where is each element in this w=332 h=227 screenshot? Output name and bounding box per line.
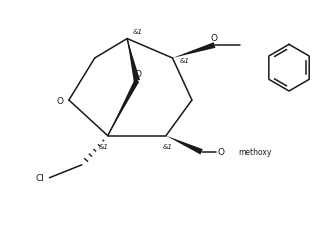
Polygon shape [173, 43, 215, 59]
Text: O: O [217, 148, 224, 157]
Text: &1: &1 [163, 143, 173, 149]
Polygon shape [108, 80, 139, 136]
Polygon shape [166, 136, 203, 155]
Text: &1: &1 [133, 29, 143, 35]
Polygon shape [127, 39, 140, 82]
Text: O: O [210, 34, 217, 43]
Text: &1: &1 [99, 143, 109, 149]
Text: Cl: Cl [36, 173, 45, 183]
Text: methoxy: methoxy [238, 148, 271, 157]
Text: O: O [56, 96, 63, 105]
Text: &1: &1 [180, 57, 190, 63]
Text: O: O [135, 70, 142, 79]
